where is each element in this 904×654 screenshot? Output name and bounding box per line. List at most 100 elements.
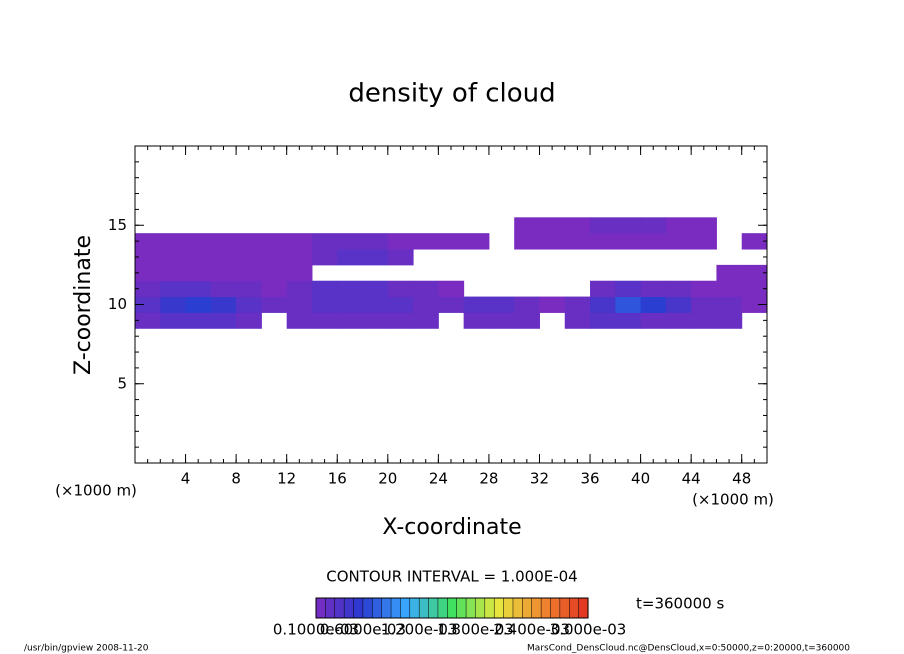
colorbar-swatch — [353, 597, 364, 619]
x-tick-label: 32 — [530, 470, 549, 488]
cell — [135, 233, 161, 250]
cell — [135, 280, 161, 298]
cell — [337, 280, 364, 298]
cell — [286, 249, 313, 266]
cell — [337, 249, 364, 266]
cell — [387, 233, 414, 250]
y-tick-label: 15 — [108, 216, 127, 234]
contour-interval: CONTOUR INTERVAL = 1.000E-04 — [326, 568, 577, 586]
colorbar-swatch — [325, 597, 336, 619]
colorbar-label: 1.200e-03 — [381, 621, 458, 639]
cell — [463, 296, 490, 313]
cell — [210, 280, 237, 298]
colorbar-swatch — [437, 597, 448, 619]
cell — [135, 312, 161, 329]
colorbar-swatch — [390, 597, 401, 619]
cell — [236, 312, 262, 329]
cell — [286, 296, 313, 313]
cell — [387, 296, 414, 313]
x-tick-label: 20 — [378, 470, 397, 488]
cell — [640, 280, 667, 298]
colorbar-swatch — [372, 597, 383, 619]
cell — [362, 233, 389, 250]
cell — [261, 249, 288, 266]
cell — [590, 233, 616, 250]
colorbar-label: 3.000e-03 — [550, 621, 627, 639]
cell — [387, 249, 414, 266]
colorbar-swatch — [540, 597, 552, 619]
cell — [716, 280, 743, 298]
cell — [438, 296, 465, 313]
cell — [640, 312, 667, 329]
cell — [210, 312, 237, 329]
x-tick-label: 44 — [682, 470, 701, 488]
cell — [691, 280, 717, 298]
cell — [261, 264, 288, 282]
cell — [615, 280, 642, 298]
cell — [564, 296, 591, 313]
cell — [665, 296, 692, 313]
cell — [185, 264, 212, 282]
cell — [135, 249, 161, 266]
cell — [362, 312, 389, 329]
colorbar-swatch — [522, 597, 533, 619]
cell — [716, 312, 743, 329]
cell — [160, 233, 187, 250]
x-tick-label: 48 — [732, 470, 751, 488]
x-tick-label: 4 — [181, 470, 191, 488]
colorbar-swatch — [512, 597, 523, 619]
cell — [691, 217, 717, 234]
x-axis-title: X-coordinate — [382, 515, 521, 540]
cell — [185, 249, 212, 266]
colorbar-frame — [315, 597, 589, 619]
cell — [185, 296, 212, 313]
y-tick-label: 10 — [108, 295, 127, 313]
colorbar-label: 0.1000e-03 — [273, 621, 359, 639]
y-tick-label: 5 — [117, 374, 127, 392]
cell — [236, 249, 262, 266]
cell — [539, 217, 566, 234]
cell — [210, 233, 237, 250]
cell — [337, 312, 364, 329]
footer-right: MarsCond_DensCloud.nc@DensCloud,x=0:5000… — [527, 644, 850, 654]
cell — [210, 296, 237, 313]
cell — [311, 233, 338, 250]
cell — [362, 249, 389, 266]
cell — [514, 233, 540, 250]
cell — [337, 296, 364, 313]
cell — [438, 233, 465, 250]
cell — [665, 233, 692, 250]
colorbar-label: 1.800e-03 — [437, 621, 514, 639]
cell — [665, 280, 692, 298]
cell — [286, 233, 313, 250]
cell — [413, 312, 439, 329]
cell — [640, 296, 667, 313]
cell — [691, 312, 717, 329]
cell — [135, 264, 161, 282]
cell — [311, 280, 338, 298]
cell — [362, 296, 389, 313]
colorbar-swatch — [503, 597, 514, 619]
cell — [236, 264, 262, 282]
cell — [311, 312, 338, 329]
x-tick-label: 8 — [231, 470, 241, 488]
x-tick-label: 40 — [631, 470, 650, 488]
cell — [640, 233, 667, 250]
cell — [514, 296, 540, 313]
footer-left: /usr/bin/gpview 2008-11-20 — [24, 644, 149, 654]
y-axis-title: Z-coordinate — [71, 235, 96, 375]
cell — [438, 280, 465, 298]
cell — [615, 312, 642, 329]
chart-title: density of cloud — [348, 79, 555, 109]
cell — [261, 233, 288, 250]
cell — [564, 233, 591, 250]
colorbar-swatch — [559, 597, 570, 619]
cell — [615, 233, 642, 250]
cell — [741, 280, 768, 298]
cell — [286, 264, 313, 282]
cell — [488, 296, 515, 313]
x-tick-label: 24 — [429, 470, 448, 488]
cell — [665, 217, 692, 234]
